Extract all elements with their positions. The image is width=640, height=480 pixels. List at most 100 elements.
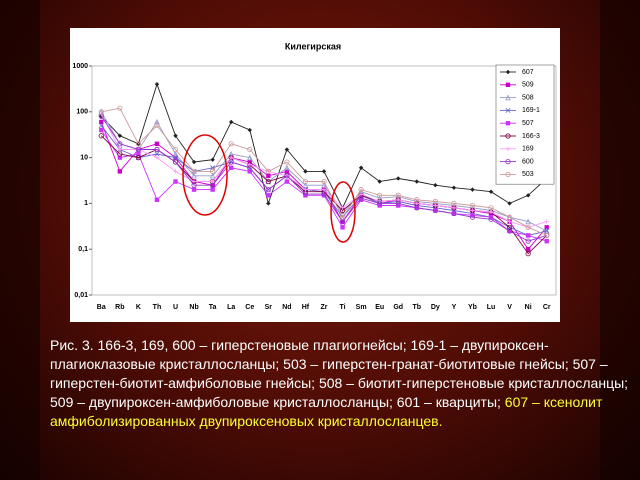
legend-label: 607	[522, 69, 534, 76]
data-point	[210, 187, 215, 192]
data-point	[265, 168, 271, 174]
data-point	[210, 182, 216, 188]
legend-label: 166-3	[522, 133, 540, 140]
data-point	[433, 182, 438, 188]
x-tick-label: Eu	[375, 304, 384, 311]
chart-title: Килегирская	[285, 41, 341, 51]
x-tick-label: Lu	[487, 304, 496, 311]
data-point	[284, 147, 290, 152]
data-point	[265, 187, 271, 193]
data-point	[247, 165, 253, 171]
legend-marker	[505, 69, 511, 75]
data-point	[358, 187, 364, 193]
legend-marker	[505, 171, 511, 177]
data-point	[228, 159, 234, 165]
data-point	[154, 155, 160, 160]
data-point	[135, 141, 141, 147]
data-point	[172, 159, 179, 165]
highlight-ellipse	[330, 181, 356, 243]
data-point	[266, 201, 271, 206]
data-point	[358, 165, 364, 170]
data-point	[525, 247, 531, 252]
data-point	[321, 187, 327, 192]
data-point	[210, 157, 215, 162]
data-point	[191, 159, 197, 165]
data-point	[117, 169, 123, 174]
x-tick-label: U	[173, 304, 178, 311]
data-point	[247, 159, 252, 165]
data-point	[414, 179, 419, 184]
data-point	[470, 208, 475, 213]
data-point	[432, 198, 438, 205]
data-point	[98, 133, 104, 139]
data-point	[321, 182, 327, 188]
x-tick-label: Yb	[468, 304, 477, 311]
data-point	[469, 202, 476, 209]
legend-marker	[505, 107, 511, 113]
x-tick-label: Ti	[340, 304, 346, 311]
x-tick-label: Zr	[321, 304, 328, 311]
x-tick-label: Dy	[431, 304, 440, 311]
data-point	[117, 147, 123, 152]
data-point	[191, 168, 197, 174]
legend-marker	[505, 146, 511, 151]
data-point	[284, 169, 290, 174]
data-point	[99, 127, 104, 133]
data-point	[377, 192, 383, 198]
legend-marker	[505, 121, 511, 126]
x-tick-label: Ce	[245, 304, 254, 311]
data-point	[340, 205, 345, 211]
x-tick-label: Sm	[356, 304, 367, 311]
data-point	[488, 216, 494, 222]
data-point	[358, 191, 364, 197]
data-point	[525, 193, 531, 198]
legend-marker	[505, 82, 511, 87]
data-point	[266, 193, 271, 198]
x-tick-label: Cr	[543, 304, 551, 311]
data-point	[321, 169, 327, 174]
data-point	[544, 225, 549, 230]
data-point	[507, 201, 512, 206]
x-tick-label: V	[507, 304, 512, 311]
data-point	[339, 214, 346, 220]
data-point	[284, 173, 290, 179]
data-point	[246, 154, 253, 161]
data-point	[302, 182, 309, 188]
data-point	[506, 224, 513, 230]
data-point	[451, 205, 457, 211]
data-point	[136, 151, 141, 157]
data-point	[98, 109, 104, 115]
caption-text: Рис. 3. 166-3, 169, 600 – гиперстеновые …	[50, 337, 629, 410]
caption: Рис. 3. 166-3, 169, 600 – гиперстеновые …	[50, 336, 635, 431]
x-tick-label: Ta	[209, 304, 217, 311]
data-point	[191, 187, 197, 192]
data-point	[432, 207, 438, 214]
data-point	[284, 164, 290, 171]
legend-label: 503	[522, 171, 534, 178]
curtain-left	[0, 0, 40, 480]
data-point	[172, 150, 179, 157]
data-point	[302, 191, 309, 197]
data-point	[488, 205, 494, 211]
data-point	[525, 233, 531, 238]
x-tick-label: Sr	[265, 304, 273, 311]
data-point	[469, 214, 476, 220]
data-point	[358, 195, 364, 201]
data-point	[117, 133, 123, 138]
data-point	[247, 162, 252, 167]
data-point	[229, 155, 234, 160]
data-point	[525, 224, 531, 230]
data-point	[117, 141, 123, 147]
x-tick-label: La	[227, 304, 235, 311]
data-point	[266, 173, 271, 179]
data-point	[506, 214, 513, 220]
data-point	[173, 179, 178, 184]
data-point	[173, 155, 179, 161]
data-point	[247, 146, 253, 153]
data-point	[209, 172, 216, 179]
legend-label: 509	[522, 82, 534, 89]
data-point	[98, 123, 104, 129]
legend-label: 507	[522, 120, 534, 127]
y-tick-label: 0,01	[74, 292, 88, 299]
